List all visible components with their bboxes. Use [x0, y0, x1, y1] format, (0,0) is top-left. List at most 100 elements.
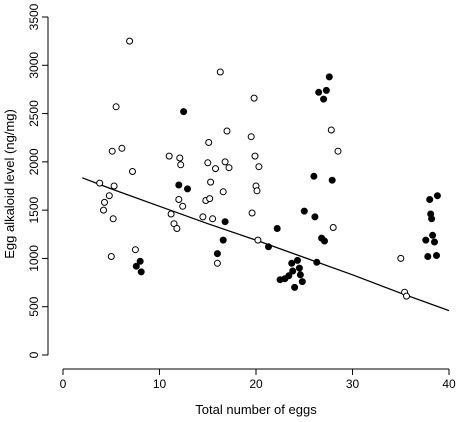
- open-data-point: [175, 196, 183, 203]
- open-data-point: [254, 236, 262, 244]
- open-data-point: [173, 225, 181, 232]
- open-data-point: [109, 215, 117, 223]
- filled-data-point: [433, 252, 440, 259]
- x-axis-title: Total number of eggs: [195, 402, 317, 417]
- open-data-point: [251, 152, 259, 160]
- filled-data-point: [322, 86, 330, 94]
- y-tick-label: 0: [27, 351, 41, 358]
- filled-data-point: [136, 257, 144, 265]
- y-tick-label: 1000: [27, 245, 41, 272]
- open-data-point: [213, 259, 221, 267]
- y-axis-title: Egg alkaloid level (ng/mg): [2, 109, 17, 259]
- open-data-point: [167, 210, 175, 218]
- open-data-point: [327, 126, 335, 134]
- open-data-point: [247, 133, 255, 141]
- filled-data-point: [431, 238, 438, 246]
- open-data-point: [209, 215, 217, 223]
- filled-data-point: [295, 264, 303, 272]
- open-data-point: [206, 195, 214, 203]
- open-data-point: [126, 37, 134, 45]
- open-data-point: [165, 152, 173, 160]
- fit-curve-group: [82, 177, 450, 312]
- open-data-point: [177, 161, 185, 169]
- filled-data-point: [291, 283, 299, 291]
- open-data-point: [204, 159, 212, 167]
- x-tick-label: 40: [442, 377, 456, 391]
- filled-data-point: [180, 108, 188, 116]
- filled-data-point: [213, 250, 221, 258]
- open-data-point: [205, 139, 213, 146]
- open-data-point: [253, 187, 261, 195]
- filled-data-point: [273, 225, 281, 232]
- y-tick-label: 500: [27, 296, 41, 316]
- filled-data-point: [320, 95, 328, 103]
- filled-data-point: [321, 237, 328, 245]
- filled-data-point: [424, 253, 432, 260]
- filled-data-point: [288, 259, 296, 267]
- open-data-point: [131, 246, 139, 254]
- open-data-point: [129, 168, 136, 175]
- fit-line: [82, 177, 450, 312]
- filled-data-point: [219, 236, 227, 244]
- open-data-point: [107, 253, 115, 260]
- open-data-point: [112, 103, 120, 111]
- y-tick-label: 3000: [27, 52, 41, 79]
- filled-data-point: [433, 192, 441, 200]
- open-data-point: [397, 254, 405, 262]
- filled-data-point: [221, 218, 229, 226]
- open-data-point: [179, 202, 187, 210]
- open-data-point: [248, 209, 256, 217]
- open-data-point: [250, 94, 258, 102]
- open-data-point: [225, 164, 233, 172]
- open-data-point: [118, 144, 126, 152]
- filled-data-point: [132, 262, 140, 270]
- open-data-point: [221, 158, 229, 166]
- axes: 0 10 20 30 40 0 500 1000 1500 2000 2500 3000 3500: [27, 3, 456, 391]
- open-data-point: [329, 224, 337, 231]
- y-tick-label: 3500: [27, 3, 41, 30]
- filled-data-point: [137, 268, 145, 276]
- data-points: [96, 37, 441, 300]
- filled-data-point: [422, 236, 430, 244]
- open-data-point: [255, 163, 263, 171]
- filled-data-point: [298, 278, 306, 286]
- open-data-point: [101, 198, 108, 206]
- open-data-point: [110, 182, 118, 190]
- filled-data-point: [300, 207, 308, 215]
- filled-data-point: [175, 181, 183, 189]
- open-data-point: [207, 178, 215, 186]
- filled-data-point: [426, 196, 434, 203]
- y-tick-label: 2000: [27, 148, 41, 175]
- x-tick-label: 0: [60, 377, 67, 391]
- y-tick-label: 1500: [27, 196, 41, 223]
- open-data-point: [334, 147, 342, 155]
- filled-data-point: [311, 213, 319, 221]
- filled-data-point: [289, 267, 297, 275]
- filled-data-point: [428, 215, 436, 223]
- filled-data-point: [310, 172, 318, 180]
- open-data-point: [108, 147, 116, 155]
- filled-data-point: [265, 243, 272, 251]
- open-data-point: [199, 213, 207, 221]
- filled-data-point: [294, 256, 301, 264]
- open-data-point: [216, 68, 224, 76]
- open-data-point: [223, 127, 231, 135]
- filled-data-point: [429, 231, 437, 239]
- filled-data-point: [325, 73, 333, 81]
- open-data-point: [96, 179, 104, 187]
- open-data-point: [176, 154, 184, 162]
- filled-data-point: [296, 271, 304, 279]
- filled-data-point: [313, 258, 321, 266]
- open-data-point: [219, 188, 227, 196]
- y-tick-label: 2500: [27, 100, 41, 127]
- filled-data-point: [328, 176, 336, 184]
- x-tick-label: 20: [249, 377, 263, 391]
- filled-data-point: [184, 185, 191, 193]
- filled-data-point: [315, 88, 323, 96]
- open-data-point: [105, 192, 113, 200]
- x-tick-label: 10: [153, 377, 167, 391]
- open-data-point: [100, 206, 107, 214]
- x-tick-label: 30: [346, 377, 360, 391]
- open-data-point: [212, 165, 219, 173]
